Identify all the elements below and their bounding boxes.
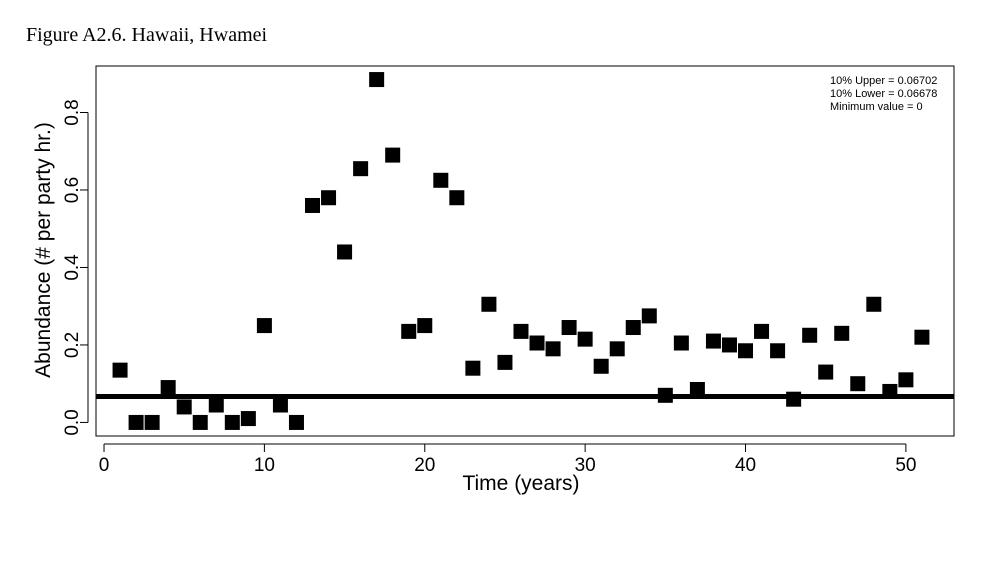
data-point xyxy=(577,331,593,347)
data-point xyxy=(208,397,224,413)
y-tick-label: 0.8 xyxy=(62,99,83,125)
data-point xyxy=(128,414,144,430)
data-point xyxy=(481,296,497,312)
data-point xyxy=(754,323,770,339)
data-point xyxy=(850,376,866,392)
data-point xyxy=(433,172,449,188)
data-point xyxy=(593,358,609,374)
y-tick-label: 0.2 xyxy=(62,332,83,358)
data-point xyxy=(914,329,930,345)
y-tick-label: 0.4 xyxy=(62,254,83,281)
data-point xyxy=(385,147,401,163)
x-tick-label: 50 xyxy=(895,455,916,476)
data-point xyxy=(513,323,529,339)
annotation-line: Minimum value = 0 xyxy=(830,101,923,113)
data-point xyxy=(625,320,641,336)
data-point xyxy=(497,354,513,370)
data-point xyxy=(834,325,850,341)
data-point xyxy=(112,362,128,378)
y-axis-label: Abundance (# per party hr.) xyxy=(32,122,55,378)
data-point xyxy=(224,414,240,430)
data-point xyxy=(721,337,737,353)
data-point xyxy=(321,190,337,206)
data-point xyxy=(802,327,818,343)
data-point xyxy=(176,399,192,415)
x-tick-label: 20 xyxy=(414,455,435,476)
y-tick-label: 0.0 xyxy=(62,409,83,435)
annotation-line: 10% Upper = 0.06702 xyxy=(830,75,937,87)
data-point xyxy=(417,318,433,334)
y-tick-label: 0.6 xyxy=(62,177,83,203)
data-point xyxy=(770,343,786,359)
data-point xyxy=(240,411,256,427)
data-point xyxy=(337,244,353,260)
x-tick-label: 30 xyxy=(575,455,596,476)
data-point xyxy=(689,382,705,398)
data-point xyxy=(882,383,898,399)
data-point xyxy=(738,343,754,359)
data-point xyxy=(305,197,321,213)
data-point xyxy=(786,391,802,407)
data-point xyxy=(561,320,577,336)
data-point xyxy=(529,335,545,351)
data-point xyxy=(898,372,914,388)
annotation-line: 10% Lower = 0.06678 xyxy=(830,88,937,100)
data-point xyxy=(288,414,304,430)
data-point xyxy=(465,360,481,376)
data-point xyxy=(641,308,657,324)
data-point xyxy=(192,414,208,430)
x-tick-label: 40 xyxy=(735,455,756,476)
data-point xyxy=(160,380,176,396)
plot-frame xyxy=(95,65,955,437)
data-point xyxy=(272,397,288,413)
data-point xyxy=(401,323,417,339)
data-point xyxy=(353,161,369,177)
data-point xyxy=(449,190,465,206)
data-point xyxy=(657,387,673,403)
x-tick-label: 0 xyxy=(99,455,110,476)
data-point xyxy=(866,296,882,312)
figure-title: Figure A2.6. Hawaii, Hwamei xyxy=(26,24,268,46)
data-point xyxy=(705,333,721,349)
x-tick-label: 10 xyxy=(254,455,275,476)
data-point xyxy=(144,414,160,430)
data-point xyxy=(256,318,272,334)
data-point xyxy=(609,341,625,357)
x-axis-label: Time (years) xyxy=(462,472,579,495)
data-point xyxy=(369,72,385,88)
data-point xyxy=(673,335,689,351)
data-point xyxy=(818,364,834,380)
data-point xyxy=(545,341,561,357)
